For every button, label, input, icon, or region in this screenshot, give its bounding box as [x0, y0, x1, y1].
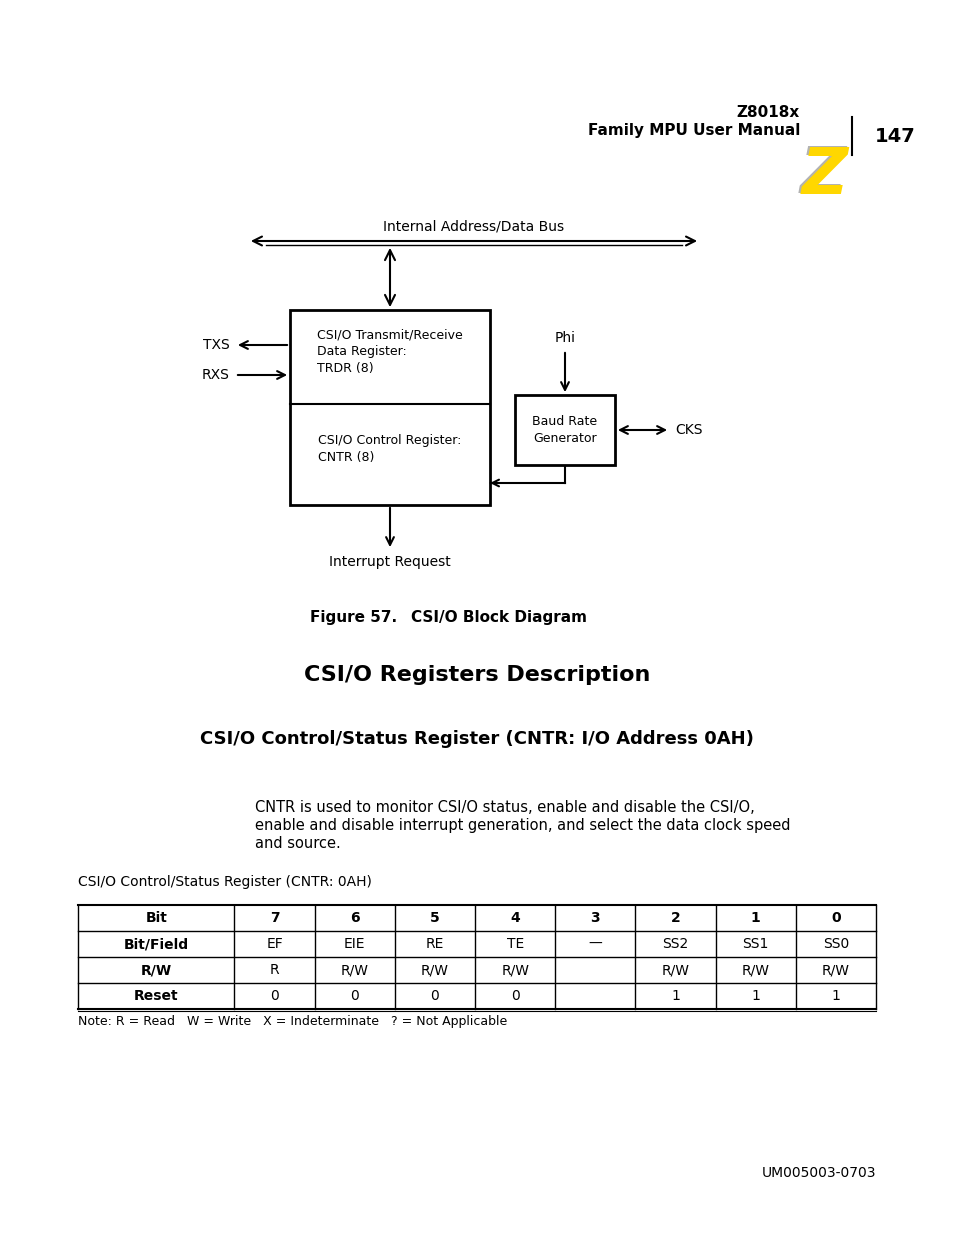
Text: Reset: Reset — [133, 989, 178, 1003]
Text: Bit/Field: Bit/Field — [124, 937, 189, 951]
Text: Bit: Bit — [145, 911, 167, 925]
Text: 1: 1 — [831, 989, 840, 1003]
Text: 0: 0 — [830, 911, 840, 925]
Text: 5: 5 — [430, 911, 439, 925]
Text: 1: 1 — [670, 989, 679, 1003]
Text: UM005003-0703: UM005003-0703 — [760, 1166, 875, 1179]
Text: 147: 147 — [874, 127, 915, 147]
Text: R/W: R/W — [660, 963, 689, 977]
Text: TE: TE — [506, 937, 523, 951]
Text: SS0: SS0 — [821, 937, 848, 951]
Text: R/W: R/W — [500, 963, 529, 977]
Text: R/W: R/W — [740, 963, 769, 977]
Text: CSI/O Block Diagram: CSI/O Block Diagram — [390, 610, 586, 625]
Text: EF: EF — [266, 937, 283, 951]
Text: R/W: R/W — [420, 963, 449, 977]
Text: Phi: Phi — [554, 331, 575, 345]
Text: 7: 7 — [270, 911, 279, 925]
Bar — [515, 395, 615, 466]
Text: 4: 4 — [510, 911, 519, 925]
Text: R/W: R/W — [821, 963, 849, 977]
Text: CSI/O Registers Description: CSI/O Registers Description — [303, 664, 650, 685]
Text: CKS: CKS — [675, 424, 701, 437]
Text: CNTR is used to monitor CSI/O status, enable and disable the CSI/O,: CNTR is used to monitor CSI/O status, en… — [254, 800, 754, 815]
Text: 0: 0 — [430, 989, 439, 1003]
Text: CSI/O Transmit/Receive
Data Register:
TRDR (8): CSI/O Transmit/Receive Data Register: TR… — [316, 329, 462, 375]
Text: 0: 0 — [350, 989, 358, 1003]
Text: Family MPU User Manual: Family MPU User Manual — [587, 124, 800, 138]
Text: and source.: and source. — [254, 836, 340, 851]
Text: 6: 6 — [350, 911, 359, 925]
Text: Baud Rate
Generator: Baud Rate Generator — [532, 415, 597, 445]
Text: Note: R = Read   W = Write   X = Indeterminate   ? = Not Applicable: Note: R = Read W = Write X = Indetermina… — [78, 1015, 507, 1028]
Text: CSI/O Control Register:
CNTR (8): CSI/O Control Register: CNTR (8) — [318, 435, 461, 464]
Text: 0: 0 — [510, 989, 519, 1003]
Text: R/W: R/W — [140, 963, 172, 977]
Text: CSI/O Control/Status Register (CNTR: I/O Address 0AH): CSI/O Control/Status Register (CNTR: I/O… — [200, 730, 753, 748]
Text: R/W: R/W — [340, 963, 369, 977]
Text: 3: 3 — [590, 911, 599, 925]
Text: Z8018x: Z8018x — [736, 105, 800, 120]
Text: RE: RE — [425, 937, 444, 951]
Text: Figure 57.: Figure 57. — [310, 610, 396, 625]
Text: SS1: SS1 — [741, 937, 768, 951]
Text: Internal Address/Data Bus: Internal Address/Data Bus — [383, 219, 564, 233]
Text: EIE: EIE — [344, 937, 365, 951]
Text: Interrupt Request: Interrupt Request — [329, 555, 451, 569]
Text: 0: 0 — [270, 989, 278, 1003]
Text: Z: Z — [801, 144, 847, 207]
Text: RXS: RXS — [202, 368, 230, 382]
Text: 1: 1 — [751, 989, 760, 1003]
Text: R: R — [270, 963, 279, 977]
Text: Z: Z — [799, 144, 845, 206]
Text: SS2: SS2 — [661, 937, 688, 951]
Text: enable and disable interrupt generation, and select the data clock speed: enable and disable interrupt generation,… — [254, 818, 790, 832]
Text: —: — — [588, 937, 601, 951]
Text: TXS: TXS — [203, 338, 230, 352]
Text: 2: 2 — [670, 911, 679, 925]
Bar — [290, 310, 490, 505]
Text: 1: 1 — [750, 911, 760, 925]
Text: CSI/O Control/Status Register (CNTR: 0AH): CSI/O Control/Status Register (CNTR: 0AH… — [78, 876, 372, 889]
